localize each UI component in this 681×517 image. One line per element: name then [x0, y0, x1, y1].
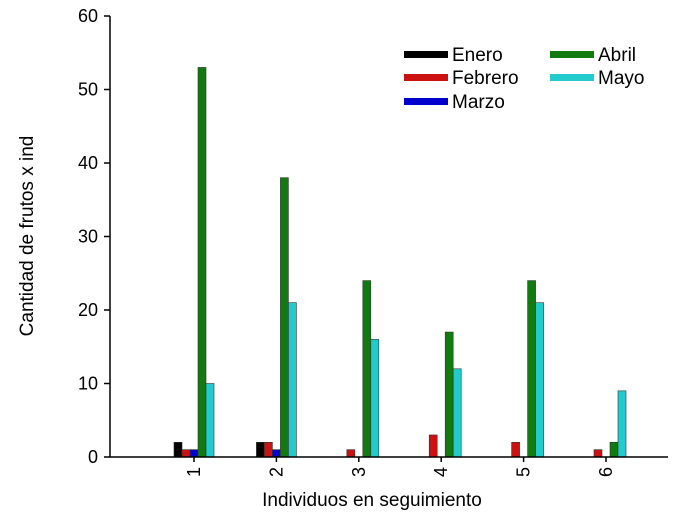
legend-swatch-mayo: [550, 74, 594, 81]
y-tick-label: 30: [78, 227, 98, 247]
bar-febrero-5: [511, 441, 520, 458]
legend-swatch-febrero: [404, 74, 448, 81]
bar-abril-4: [444, 331, 454, 458]
bar-enero-2: [256, 441, 265, 458]
y-tick-label: 40: [78, 153, 98, 173]
x-tick-label: 3: [349, 467, 369, 477]
bar-abril-2: [280, 177, 289, 458]
legend-swatch-enero: [404, 51, 448, 58]
x-axis-title: Individuos en seguimiento: [262, 490, 482, 511]
x-tick-label: 4: [431, 467, 451, 477]
legend-label-mayo: Mayo: [598, 68, 644, 89]
legend-label-febrero: Febrero: [452, 68, 519, 89]
y-tick-label: 60: [78, 6, 98, 26]
bar-febrero-3: [346, 449, 356, 458]
bar-febrero-1: [181, 449, 191, 458]
x-tick-label: 6: [596, 467, 616, 477]
x-tick-label: 2: [266, 467, 286, 477]
bar-abril-6: [609, 441, 619, 458]
bars-layer: [173, 67, 627, 458]
bar-febrero-2: [264, 441, 273, 458]
bar-febrero-6: [593, 449, 603, 458]
bar-abril-5: [527, 280, 536, 458]
x-ticks: 1 2 3 4 5 6: [184, 457, 616, 477]
y-tick-label: 10: [78, 374, 98, 394]
x-tick-label: 5: [514, 467, 534, 477]
bar-mayo-5: [535, 302, 544, 458]
y-tick-label: 50: [78, 80, 98, 100]
y-axis-title: Cantidad de frutos x ind: [17, 136, 38, 337]
bar-abril-1: [197, 67, 207, 458]
bar-abril-3: [362, 280, 372, 458]
legend-label-enero: Enero: [452, 45, 503, 66]
bar-marzo-2: [272, 449, 281, 458]
bar-mayo-4: [452, 368, 462, 458]
y-tick-label: 20: [78, 300, 98, 320]
bar-marzo-1: [189, 449, 199, 458]
bar-mayo-1: [205, 383, 215, 458]
bar-febrero-4: [428, 434, 438, 458]
y-tick-label: 0: [88, 447, 98, 467]
x-tick-label: 1: [184, 467, 204, 477]
bar-mayo-2: [288, 302, 297, 458]
y-ticks: 0 10 20 30 40 50 60: [78, 6, 110, 467]
bar-enero-1: [173, 441, 183, 458]
bar-mayo-6: [617, 390, 627, 458]
legend-swatch-abril: [550, 51, 594, 58]
bar-mayo-3: [370, 339, 380, 458]
legend-swatch-marzo: [404, 98, 448, 105]
legend-label-marzo: Marzo: [452, 92, 505, 113]
legend-label-abril: Abril: [598, 45, 636, 66]
